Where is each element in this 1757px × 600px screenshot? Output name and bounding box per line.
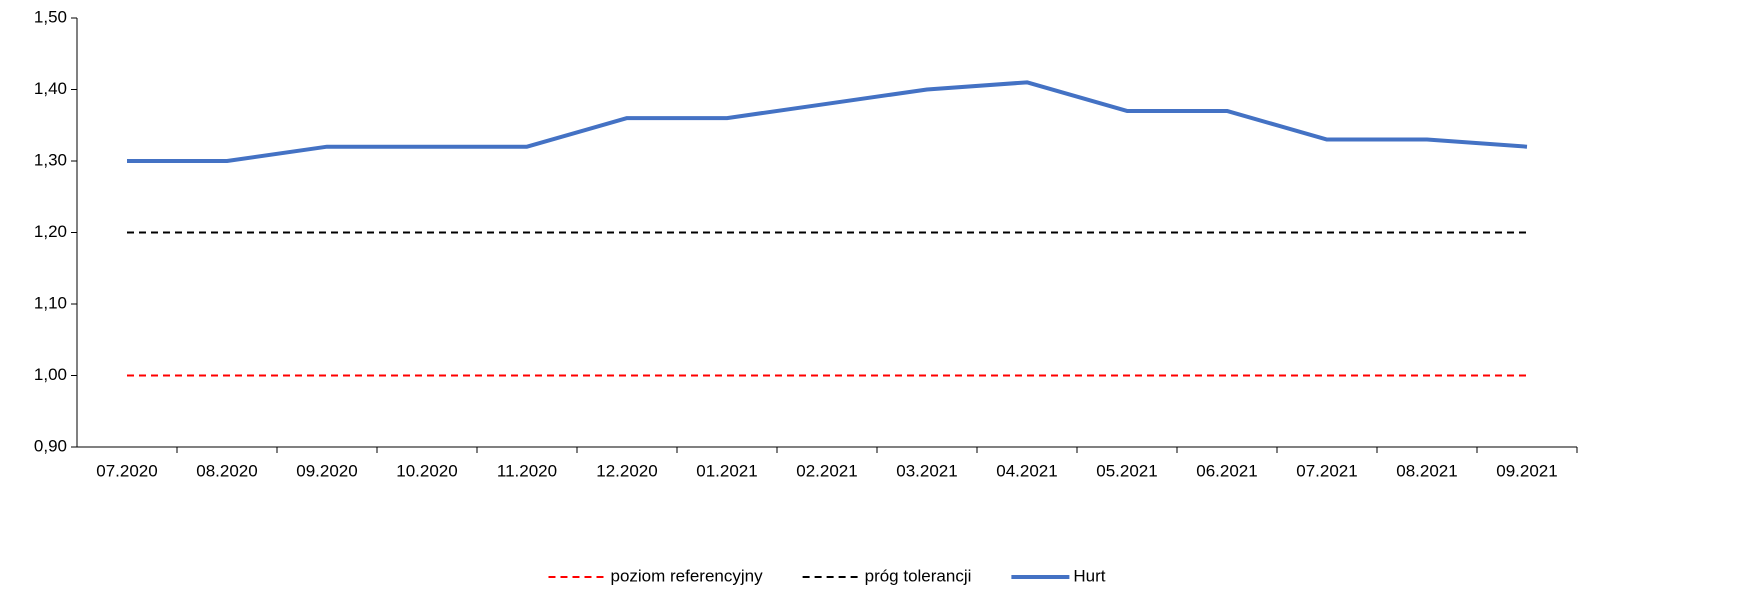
y-tick-label: 1,00 bbox=[34, 365, 67, 384]
x-tick-label: 03.2021 bbox=[896, 461, 957, 480]
x-tick-label: 04.2021 bbox=[996, 461, 1057, 480]
x-tick-label: 05.2021 bbox=[1096, 461, 1157, 480]
x-tick-label: 07.2021 bbox=[1296, 461, 1357, 480]
y-tick-label: 1,40 bbox=[34, 79, 67, 98]
x-tick-label: 09.2021 bbox=[1496, 461, 1557, 480]
legend-label: Hurt bbox=[1073, 566, 1105, 585]
x-tick-label: 06.2021 bbox=[1196, 461, 1257, 480]
x-tick-label: 11.2020 bbox=[497, 461, 557, 480]
x-tick-label: 08.2020 bbox=[196, 461, 257, 480]
x-tick-label: 09.2020 bbox=[296, 461, 357, 480]
x-tick-label: 01.2021 bbox=[696, 461, 757, 480]
x-tick-label: 12.2020 bbox=[596, 461, 657, 480]
series-line bbox=[127, 80, 1528, 163]
x-tick-label: 08.2021 bbox=[1396, 461, 1457, 480]
x-tick-label: 07.2020 bbox=[96, 461, 157, 480]
legend-label: poziom referencyjny bbox=[610, 566, 763, 585]
y-tick-label: 1,20 bbox=[34, 222, 67, 241]
y-tick-label: 1,30 bbox=[34, 150, 67, 169]
y-tick-label: 0,90 bbox=[34, 436, 67, 455]
y-tick-label: 1,10 bbox=[34, 293, 67, 312]
legend: poziom referencyjny próg tolerancji Hurt bbox=[548, 566, 1106, 585]
legend-label: próg tolerancji bbox=[865, 566, 972, 585]
x-tick-label: 02.2021 bbox=[796, 461, 857, 480]
x-tick-label: 10.2020 bbox=[396, 461, 457, 480]
y-tick-label: 1,50 bbox=[34, 7, 67, 26]
